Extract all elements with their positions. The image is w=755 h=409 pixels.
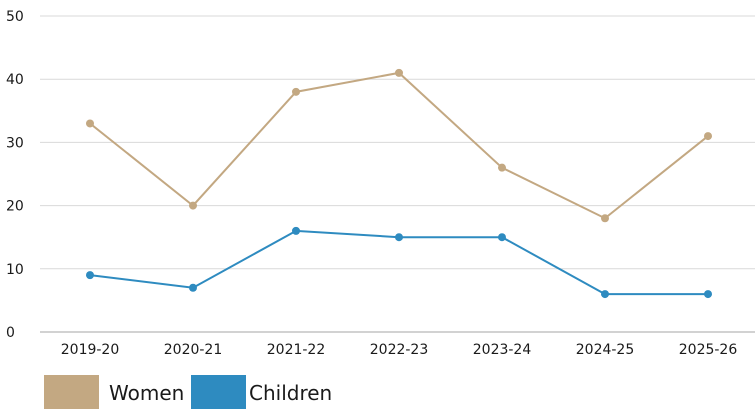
- data-point: [86, 119, 94, 128]
- data-point: [395, 68, 403, 77]
- y-tick-label: 50: [6, 9, 24, 25]
- data-point: [498, 233, 506, 242]
- data-point: [601, 214, 609, 223]
- x-tick-label: 2023-24: [473, 342, 532, 358]
- legend-label: Women: [109, 381, 184, 405]
- legend-item-women: Women: [44, 375, 184, 409]
- legend-item-children: Children: [191, 375, 332, 409]
- y-tick-label: 40: [6, 72, 24, 88]
- y-tick-label: 10: [6, 262, 24, 278]
- series-children: [86, 226, 712, 299]
- data-point: [292, 226, 300, 235]
- data-point: [498, 163, 506, 172]
- series-women: [86, 68, 712, 223]
- legend: Women Children: [44, 375, 332, 409]
- data-point: [601, 290, 609, 299]
- data-point: [189, 283, 197, 292]
- data-point: [189, 201, 197, 210]
- legend-label: Children: [249, 381, 332, 405]
- data-point: [395, 233, 403, 242]
- y-tick-label: 0: [6, 325, 15, 341]
- x-tick-label: 2024-25: [576, 342, 635, 358]
- y-tick-label: 30: [6, 135, 24, 151]
- x-axis: 2019-20 2020-21 2021-22 2022-23 2023-24 2024-…: [40, 331, 755, 358]
- series-lines: [86, 68, 712, 299]
- legend-swatch: [44, 375, 99, 409]
- x-tick-label: 2022-23: [370, 342, 429, 358]
- data-point: [704, 132, 712, 141]
- y-axis-tick-labels: 0 10 20 30 40 50: [6, 9, 24, 341]
- y-tick-label: 20: [6, 199, 24, 215]
- grid-lines: [40, 15, 755, 270]
- data-point: [704, 290, 712, 299]
- x-tick-label: 2025-26: [679, 342, 738, 358]
- legend-swatch: [191, 375, 246, 409]
- x-tick-label: 2019-20: [61, 342, 120, 358]
- data-point: [292, 87, 300, 96]
- data-point: [86, 271, 94, 280]
- series-line: [89, 71, 709, 220]
- x-tick-label: 2021-22: [267, 342, 326, 358]
- x-tick-label: 2020-21: [164, 342, 223, 358]
